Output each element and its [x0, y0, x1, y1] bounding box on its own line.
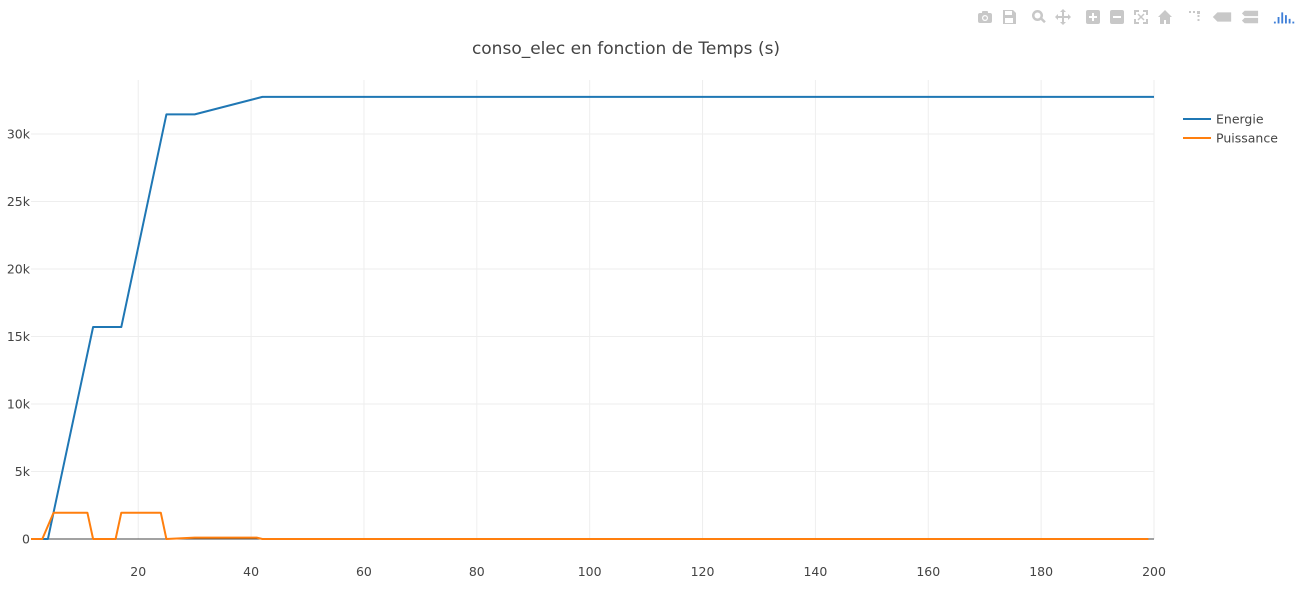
series-line-energie[interactable] — [31, 95, 1154, 540]
home-icon[interactable] — [1156, 8, 1174, 26]
modebar-group-zoom — [1084, 8, 1174, 26]
legend-label: Energie — [1216, 112, 1264, 127]
modebar-group-hover — [1186, 8, 1260, 26]
axes: 20 40 60 80 100 120 140 160 180 200 0 5k 10k 15k 20k 25… — [7, 127, 1166, 580]
x-tick-label: 200 — [1142, 564, 1166, 579]
zoom-out-icon[interactable] — [1108, 8, 1126, 26]
x-tick-label: 180 — [1029, 564, 1053, 579]
legend[interactable]: Energie Puissance — [1183, 112, 1278, 146]
modebar-group-drag — [1030, 8, 1072, 26]
grid — [31, 80, 1155, 539]
legend-label: Puissance — [1216, 131, 1278, 146]
y-tick-label: 10k — [7, 397, 31, 412]
y-tick-label: 30k — [7, 127, 31, 142]
hover-closest-icon[interactable] — [1210, 8, 1234, 26]
x-tick-label: 40 — [243, 564, 259, 579]
autoscale-icon[interactable] — [1132, 8, 1150, 26]
spike-lines-icon[interactable] — [1186, 8, 1204, 26]
series-line-puissance[interactable] — [31, 511, 1149, 540]
y-tick-label: 15k — [7, 329, 31, 344]
y-tick-label: 0 — [22, 532, 30, 547]
y-tick-label: 20k — [7, 262, 31, 277]
pan-icon[interactable] — [1054, 8, 1072, 26]
zoom-in-icon[interactable] — [1084, 8, 1102, 26]
x-tick-label: 100 — [578, 564, 602, 579]
y-tick-label: 25k — [7, 194, 31, 209]
modebar — [970, 8, 1298, 26]
modebar-group-logo — [1272, 8, 1298, 26]
plotly-logo-icon[interactable] — [1272, 8, 1298, 26]
legend-item-puissance[interactable]: Puissance — [1183, 131, 1278, 146]
y-tick-label: 5k — [15, 464, 31, 479]
plot-area[interactable] — [31, 95, 1154, 540]
x-tick-label: 160 — [916, 564, 940, 579]
x-tick-label: 140 — [803, 564, 827, 579]
x-tick-label: 120 — [691, 564, 715, 579]
save-icon[interactable] — [1000, 8, 1018, 26]
x-tick-label: 20 — [130, 564, 146, 579]
x-tick-label: 80 — [469, 564, 485, 579]
chart-title: conso_elec en fonction de Temps (s) — [472, 39, 780, 59]
legend-item-energie[interactable]: Energie — [1183, 112, 1264, 127]
zoom-icon[interactable] — [1030, 8, 1048, 26]
camera-icon[interactable] — [976, 8, 994, 26]
hover-compare-icon[interactable] — [1240, 8, 1260, 26]
x-tick-label: 60 — [356, 564, 372, 579]
modebar-group-export — [976, 8, 1018, 26]
